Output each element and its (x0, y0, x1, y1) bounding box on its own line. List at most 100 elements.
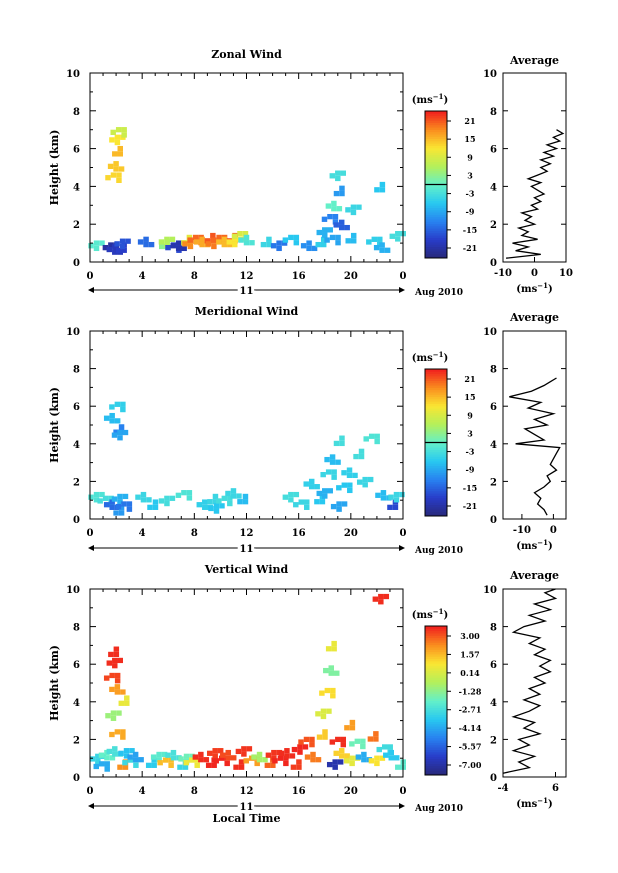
data-cell-patch (211, 762, 217, 768)
data-cell (114, 238, 131, 250)
data-cell-patch (300, 243, 307, 249)
y-axis-label: Height (km) (48, 645, 61, 721)
data-cell-patch (349, 755, 355, 761)
colorbar-swatch (425, 138, 447, 142)
data-cell-patch (112, 746, 118, 752)
colorbar-swatch (425, 449, 447, 453)
data-cell-patch (237, 231, 243, 237)
data-cell-patch (203, 757, 210, 763)
data-cell-patch (205, 762, 212, 768)
colorbar-swatch (425, 147, 447, 151)
data-cell (158, 236, 176, 248)
data-cell-patch (327, 488, 333, 494)
colorbar-swatch (425, 504, 447, 508)
colorbar-swatch (425, 175, 447, 179)
data-cell (330, 501, 348, 512)
data-cell-patch (170, 755, 177, 761)
data-cell-patch (204, 238, 211, 244)
data-cell-patch (122, 429, 129, 436)
data-cell (345, 204, 362, 216)
colorbar-swatch (425, 232, 447, 236)
data-cell-patch (293, 234, 300, 241)
data-cell-patch (104, 766, 110, 772)
average-y-tick-label: 4 (490, 440, 497, 451)
data-cell-patch (304, 499, 310, 505)
data-cell-patch (251, 754, 257, 760)
data-cell-patch (109, 418, 115, 424)
data-cell-patch (117, 499, 123, 505)
data-cell-patch (331, 200, 337, 207)
data-cell-patch (146, 497, 152, 503)
data-cell-patch (335, 240, 341, 246)
colorbar-swatch (425, 635, 447, 639)
data-cell-patch (117, 435, 123, 441)
data-cell-patch (320, 472, 326, 478)
average-y-tick-label: 4 (490, 182, 497, 193)
data-cell-patch (345, 238, 351, 244)
data-cell (324, 454, 341, 465)
data-cell-patch (276, 240, 282, 246)
colorbar-swatch (425, 191, 447, 195)
data-cell-patch (137, 239, 144, 245)
data-cell-patch (324, 687, 331, 694)
data-cell-patch (182, 764, 189, 770)
colorbar-tick-label: 9 (467, 152, 473, 162)
data-cell-patch (265, 752, 272, 758)
colorbar-swatch (425, 460, 447, 464)
data-cell-patch (105, 175, 111, 181)
data-cell-patch (181, 490, 187, 496)
data-cell (323, 665, 340, 676)
data-cell-patch (147, 504, 153, 510)
data-cell-patch (105, 713, 111, 719)
data-cell-patch (125, 238, 131, 244)
data-cell-patch (119, 238, 126, 244)
colorbar-tick-label: 21 (464, 116, 475, 126)
data-cell-patch (327, 213, 333, 220)
data-cell (112, 145, 123, 157)
colorbar-swatch (425, 163, 447, 167)
data-cell-patch (331, 640, 337, 647)
data-cell-patch (151, 757, 157, 763)
data-cell-patch (349, 760, 355, 767)
data-cell-patch (126, 501, 133, 507)
colorbar-frame (424, 625, 448, 776)
x-tick-label: 12 (240, 271, 254, 282)
data-cell-patch (340, 170, 347, 176)
colorbar-swatch (425, 497, 447, 501)
data-cell-patch (168, 762, 174, 768)
data-cell-patch (350, 238, 357, 244)
data-cell-patch (88, 243, 94, 249)
colorbar-swatch (425, 389, 447, 393)
data-cell-patch (389, 233, 396, 239)
colorbar-swatch (425, 768, 447, 771)
date-line-arrow-right (399, 287, 405, 293)
data-cell-patch (243, 240, 250, 246)
colorbar-tick-label: 15 (464, 134, 475, 144)
average-y-tick-label: 0 (490, 773, 497, 784)
colorbar-swatch (425, 241, 447, 245)
data-cell-patch (341, 470, 347, 476)
data-cell-patch (293, 502, 299, 508)
data-cell-patch (227, 500, 233, 507)
data-cell-patch (331, 646, 337, 652)
average-profile-line (509, 377, 561, 516)
data-cell-patch (238, 759, 245, 765)
data-cell-patch (332, 759, 338, 765)
data-cell-patch (322, 488, 328, 494)
colorbar-swatch (425, 653, 447, 657)
data-cell-patch (183, 760, 189, 766)
colorbar-swatch (425, 770, 447, 774)
data-cell-patch (120, 689, 126, 695)
data-cell-patch (112, 663, 118, 669)
colorbar-swatch (425, 693, 447, 697)
data-cell-patch (135, 494, 141, 500)
data-cell (88, 240, 105, 252)
data-cell-patch (242, 499, 249, 505)
data-cell-patch (315, 711, 321, 717)
average-x-tick-label: -10 (494, 268, 512, 279)
colorbar-swatch (425, 159, 447, 163)
data-cell-patch (288, 234, 294, 241)
data-cell-patch (339, 435, 345, 441)
data-cell (344, 719, 356, 731)
